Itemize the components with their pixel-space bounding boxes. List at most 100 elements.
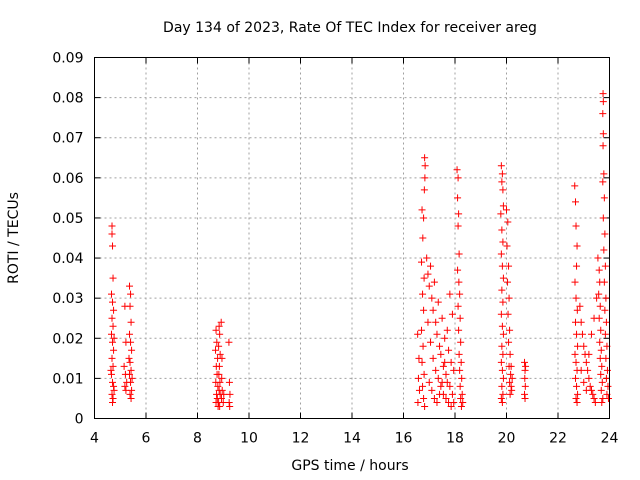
data-point [439,362,447,370]
data-point [457,402,465,410]
data-point [504,278,512,286]
data-point [456,366,464,374]
data-point [110,334,118,342]
x-tick-label: 18 [446,431,464,447]
data-point [126,390,134,398]
y-tick-label: 0 [75,412,84,428]
data-point [498,286,506,294]
data-points [107,90,612,410]
chart-title: Day 134 of 2023, Rate Of TEC Index for r… [163,20,537,36]
data-point [573,382,581,390]
data-point [578,330,586,338]
data-point [454,222,462,230]
data-point [226,402,234,410]
data-point [497,394,505,402]
data-point [447,358,455,366]
data-point [577,318,585,326]
data-point [126,302,134,310]
data-point [504,310,512,318]
data-point [507,362,515,370]
data-point [601,306,609,314]
data-point [580,378,588,386]
data-point [580,342,588,350]
data-point [455,250,463,258]
data-point [455,326,463,334]
data-point [127,318,135,326]
data-point [506,350,514,358]
data-point [499,374,507,382]
data-point [213,338,221,346]
data-point [120,362,128,370]
data-point [110,386,118,394]
data-point [438,378,446,386]
data-point [456,382,464,390]
data-point [448,310,456,318]
data-point [453,166,461,174]
data-point [602,354,610,362]
x-tick-label: 16 [395,431,413,447]
data-point [414,330,422,338]
data-point [573,398,581,406]
data-point [506,390,514,398]
data-point [430,278,438,286]
data-point [216,350,224,358]
data-point [499,274,507,282]
data-point [419,382,427,390]
data-point [415,386,423,394]
data-point [597,386,605,394]
data-point [420,370,428,378]
data-point [121,382,129,390]
data-point [109,322,117,330]
x-axis-label: GPS time / hours [291,458,408,474]
data-point [521,374,529,382]
data-point [595,266,603,274]
data-point [432,366,440,374]
data-point [506,378,514,386]
data-point [429,354,437,362]
y-tick-label: 0.04 [52,251,83,267]
data-point [446,290,454,298]
data-point [225,378,233,386]
data-point [457,358,465,366]
data-point [498,342,506,350]
data-point [457,394,465,402]
data-point [497,250,505,258]
data-point [507,370,515,378]
data-point [212,326,220,334]
data-point [584,366,592,374]
data-point [455,350,463,358]
data-point [498,262,506,270]
data-point [420,394,428,402]
data-point [573,242,581,250]
data-point [521,394,529,402]
data-point [597,346,605,354]
data-point [108,314,116,322]
data-point [599,214,607,222]
data-point [418,206,426,214]
data-point [108,354,116,362]
data-point [110,306,118,314]
data-point [216,330,224,338]
data-point [601,262,609,270]
data-point [107,290,115,298]
data-point [225,338,233,346]
data-point [428,386,436,394]
data-point [418,326,426,334]
data-point [458,374,466,382]
data-point [497,358,505,366]
data-point [586,382,594,390]
data-point [437,382,445,390]
data-point [604,394,612,402]
data-point [572,394,580,402]
data-point [107,366,115,374]
data-point [419,290,427,298]
data-point [498,366,506,374]
y-axis-label: ROTI / TECUs [6,192,22,284]
data-point [499,350,507,358]
data-point [600,246,608,254]
data-point [421,402,429,410]
data-point [503,242,511,250]
data-point [593,294,601,302]
data-point [577,366,585,374]
